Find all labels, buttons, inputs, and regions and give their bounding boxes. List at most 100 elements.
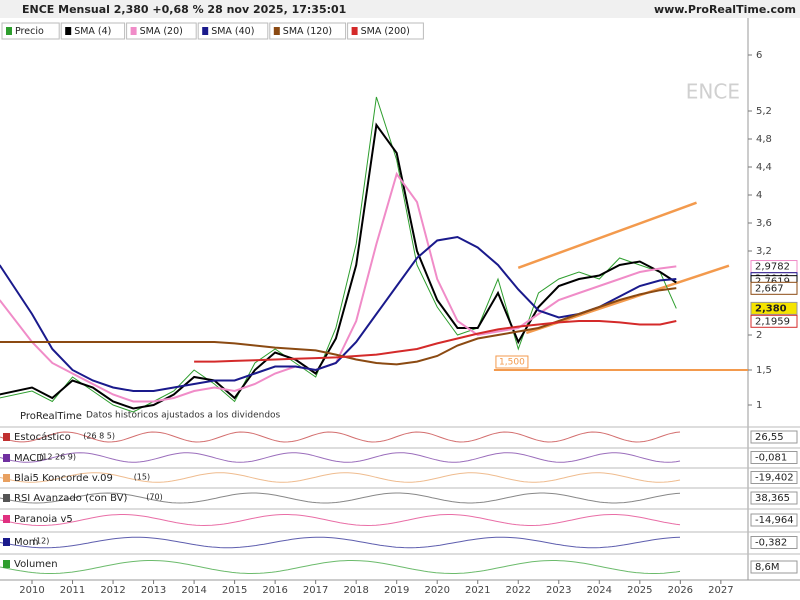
- price-label-box: [750, 281, 798, 295]
- x-tick-label: 2022: [506, 585, 531, 596]
- price-label: 2,380: [755, 303, 787, 314]
- indicator-value: 8,6M: [755, 562, 780, 573]
- x-tick-label: 2027: [708, 585, 733, 596]
- y-tick-label: 4,4: [756, 162, 772, 173]
- indicator-value-box: [750, 471, 798, 484]
- indicator-value-box: [750, 451, 798, 464]
- series-line: [0, 96, 677, 413]
- panel-decor: [0, 560, 681, 574]
- legend-label: SMA (40): [211, 26, 254, 37]
- support-label: 1,500: [499, 358, 525, 368]
- indicator-name: Paranoia v5: [14, 514, 73, 525]
- indicator-params: (26 8 5): [83, 432, 115, 441]
- header-title: ENCE Mensual 2,380 +0,68 % 28 nov 2025, …: [22, 3, 346, 16]
- indicator-value-box: [750, 536, 798, 549]
- legend-box: [347, 22, 424, 40]
- legend-box: [197, 22, 269, 40]
- legend-swatch: [273, 27, 280, 35]
- series-line: [194, 320, 677, 363]
- indicator-name: Mom: [14, 537, 39, 548]
- header-bar: [0, 0, 800, 18]
- indicator-params: (70): [146, 493, 162, 502]
- x-tick-label: 2016: [262, 585, 287, 596]
- price-label-box: [750, 301, 798, 315]
- legend-box: [60, 22, 126, 40]
- legend-swatch: [6, 27, 12, 35]
- indicator-value-box: [750, 430, 798, 444]
- panel-icon: [3, 538, 10, 546]
- y-tick-label: 1,5: [756, 365, 772, 376]
- series-line: [0, 171, 677, 403]
- y-tick-label: 4: [756, 190, 762, 201]
- indicator-name: Volumen: [14, 559, 58, 570]
- panel-decor: [0, 472, 681, 483]
- panel-decor: [0, 431, 681, 443]
- x-tick-label: 2025: [627, 585, 652, 596]
- panel-decor: [0, 452, 681, 463]
- y-tick-label: 3,2: [756, 246, 772, 257]
- x-tick-label: 2013: [141, 585, 166, 596]
- legend-swatch: [65, 27, 72, 35]
- y-tick-label: 2: [756, 330, 762, 341]
- indicator-value: -14,964: [755, 515, 794, 526]
- panel-icon: [3, 560, 10, 568]
- x-tick-label: 2017: [303, 585, 328, 596]
- legend-label: SMA (120): [283, 26, 332, 37]
- watermark: ENCE: [686, 80, 740, 104]
- support-label-box: [495, 355, 529, 369]
- y-tick-label: 3,6: [756, 218, 772, 229]
- price-label: 2,9782: [755, 262, 790, 273]
- legend-swatch: [351, 27, 358, 35]
- panel-decor: [0, 536, 681, 549]
- x-tick-label: 2015: [222, 585, 247, 596]
- y-tick-label: 6: [756, 50, 762, 61]
- x-tick-label: 2019: [384, 585, 409, 596]
- legend-box: [269, 22, 347, 40]
- indicator-value-box: [750, 560, 798, 574]
- price-label: 2,667: [755, 283, 784, 294]
- legend-box: [126, 22, 197, 40]
- y-tick-label: 1: [756, 400, 762, 411]
- legend-label: Precio: [15, 26, 44, 37]
- panel-icon: [3, 515, 10, 523]
- panel-icon: [3, 454, 10, 462]
- price-label-box: [750, 314, 798, 328]
- indicator-params: (12 26 9): [39, 453, 76, 462]
- indicator-name: RSI Avanzado (con BV): [14, 493, 128, 504]
- price-label: 2,1959: [755, 316, 790, 327]
- indicator-name: Blai5 Koncorde v.09: [14, 473, 113, 484]
- x-tick-label: 2023: [546, 585, 571, 596]
- legend-label: SMA (20): [140, 26, 183, 37]
- indicator-value-box: [750, 491, 798, 505]
- panel-icon: [3, 474, 10, 482]
- x-tick-label: 2018: [343, 585, 368, 596]
- header-site: www.ProRealTime.com: [654, 3, 796, 16]
- legend-label: SMA (200): [361, 26, 410, 37]
- x-tick-label: 2026: [668, 585, 693, 596]
- legend-swatch: [130, 27, 137, 35]
- panel-decor: [0, 514, 681, 527]
- series-line: [0, 235, 677, 392]
- legend-swatch: [202, 27, 209, 35]
- x-tick-label: 2011: [60, 585, 85, 596]
- x-tick-label: 2010: [19, 585, 44, 596]
- note: Datos históricos ajustados a los dividen…: [86, 410, 281, 421]
- indicator-value: 26,55: [755, 432, 784, 443]
- indicator-params: (12): [33, 537, 49, 546]
- panel-decor: [0, 492, 681, 504]
- y-tick-label: 4,8: [756, 134, 772, 145]
- x-tick-label: 2020: [424, 585, 449, 596]
- legend-label: SMA (4): [74, 26, 111, 37]
- indicator-value: 38,365: [755, 493, 790, 504]
- panel-icon: [3, 494, 10, 502]
- x-tick-label: 2014: [181, 585, 206, 596]
- trend-line: [517, 201, 697, 269]
- indicator-params: (15): [134, 473, 150, 482]
- panel-icon: [3, 433, 10, 441]
- indicator-name: MACD: [14, 453, 44, 464]
- legend-box: [1, 22, 60, 40]
- series-line: [0, 122, 677, 410]
